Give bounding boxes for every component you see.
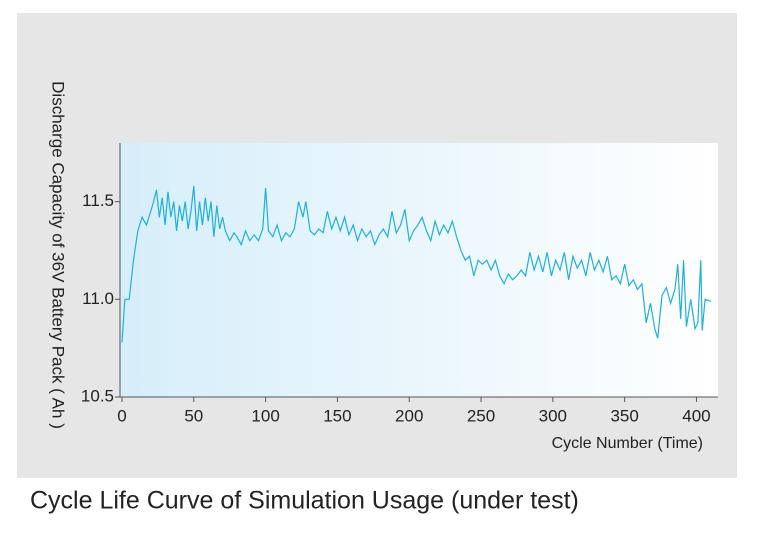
x-tick-label: 50 [184, 406, 203, 425]
x-tick-label: 350 [610, 406, 638, 425]
x-tick-label: 400 [682, 406, 710, 425]
plot-area [120, 143, 718, 397]
x-tick-label: 150 [323, 406, 351, 425]
line [121, 185, 712, 343]
x-axis-label: Cycle Number (Time) [552, 435, 703, 452]
chart-title: Cycle Life Curve of Simulation Usage (un… [30, 487, 579, 515]
y-axis-label: Discharge Capacity of 36V Battery Pack (… [49, 81, 68, 429]
y-tick-label: 10.5 [81, 386, 114, 405]
x-tick-label: 0 [117, 406, 126, 425]
y-tick-label: 11.5 [82, 191, 114, 210]
x-tick-label: 250 [467, 406, 495, 425]
x-tick-label: 100 [251, 406, 279, 425]
y-tick-label: 11.0 [82, 289, 114, 308]
x-tick-label: 300 [539, 406, 567, 425]
x-tick-label: 200 [395, 406, 423, 425]
